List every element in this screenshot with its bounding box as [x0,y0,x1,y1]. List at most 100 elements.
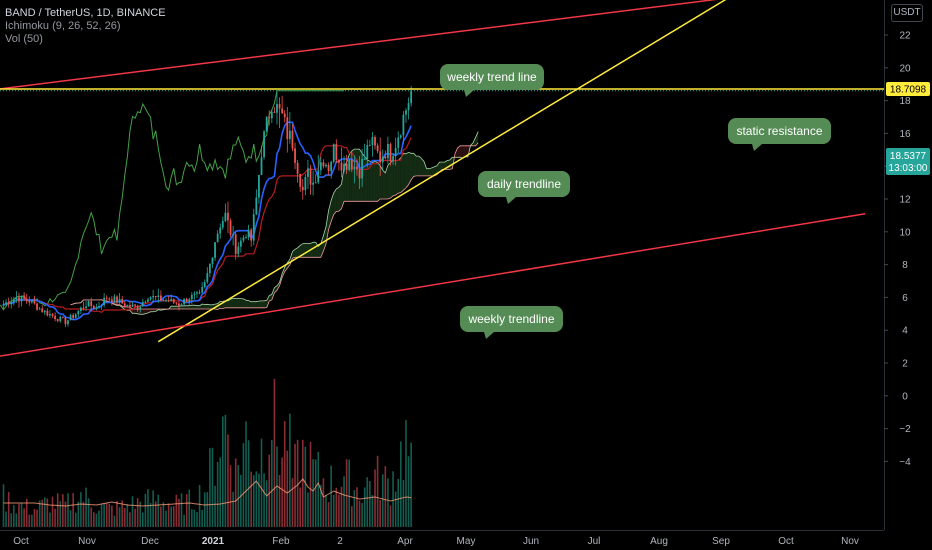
candle-body [28,300,31,303]
currency-badge[interactable]: USDT [891,4,923,22]
candle-body [379,151,382,163]
candle-body [190,294,193,300]
annotations: weekly trend line static resistance daily … [440,64,831,339]
candle-body [7,302,10,305]
cloud-segment [375,161,378,202]
candle-body [157,295,160,298]
cloud-segment [243,298,247,308]
candle-body [64,317,67,325]
x-tick-label: Oct [13,536,29,547]
cloud-segment [258,300,262,308]
volume-bar [15,513,18,527]
annotation-weekly-trend-line[interactable]: weekly trend line [440,64,544,97]
volume-bar [191,509,193,527]
candle-body [399,135,402,138]
volume-bar [343,476,345,527]
candle-body [348,159,351,170]
y-tick-label: 0 [902,391,908,402]
annotation-daily-trendline[interactable]: daily trendline [478,171,570,204]
candle-body [268,116,271,119]
volume-bar [379,499,381,527]
symbol-title[interactable]: BAND / TetherUS, 1D, BINANCE [5,7,166,19]
volume-bar [400,441,402,527]
candle-body [214,242,216,258]
cloud-segment [292,249,296,259]
cloud-segment [225,300,228,308]
volume-bar [291,478,294,527]
senkou-span-a [70,131,479,315]
candle-body [288,130,291,140]
annotation-static-resistance[interactable]: static resistance [728,118,831,151]
volume-bar [41,499,43,527]
cloud-segment [207,304,210,309]
cloud-segment [246,300,249,308]
cloud-segment [382,170,386,199]
volume-bar [162,502,165,527]
volume-bar [64,501,67,527]
volume-bar [384,466,387,527]
candle-body [154,295,157,298]
volume-bar [103,503,105,527]
candle-body [36,303,38,310]
time-axis: Oct Nov Dec 2021 Feb 2 Apr May Jun Jul Aug Sep Oct No… [0,530,932,550]
candle-body [340,162,343,171]
volume-bar [203,492,206,527]
annotation-weekly-trendline[interactable]: weekly trendline [460,306,563,339]
x-tick-label: Nov [78,536,96,547]
volume-bar [25,498,28,527]
cloud-segment [424,161,427,176]
candle-body [224,212,227,222]
volume-bar [105,502,108,527]
candle-body [221,221,224,228]
candle-body [98,306,100,308]
cloud-segment [405,152,409,188]
volume-bar [363,487,366,527]
volume-bar [335,487,338,527]
candle-body [358,169,361,179]
volume-bar [93,512,95,527]
candle-body [51,314,54,316]
volume-bar [183,514,185,527]
cloud-segment [173,306,177,309]
candle-body [136,305,139,310]
volume-bar [227,434,229,527]
volume-bar [351,506,353,527]
candle-body [56,319,59,322]
volume-bar [139,501,142,527]
candle-body [211,257,214,265]
candle-body [381,156,384,163]
time-axis-bg [0,530,932,550]
candle-body [312,182,314,185]
annotation-bubble [478,171,570,197]
candle-body [304,176,307,191]
volume-bar [405,420,407,527]
candle-body [149,297,152,300]
volume-bar [18,503,20,527]
cloud-segment [295,247,298,258]
candle-body [255,197,258,215]
candle-body [5,302,7,305]
ichimoku-legend[interactable]: Ichimoku (9, 26, 52, 26) [5,20,121,32]
cloud-segment [135,308,138,314]
cloud-segment [385,165,388,199]
volume-bar [325,494,327,527]
volume-bar [327,502,330,527]
candle-body [196,292,198,294]
volume-bar [36,509,38,527]
volume-bar [278,475,281,527]
x-tick-label: Oct [778,536,794,547]
y-tick-label: −2 [899,424,911,435]
y-tick-label: 12 [899,195,911,206]
volume-bar [82,501,85,527]
y-tick-label: 22 [899,31,911,42]
candle-body [82,307,85,309]
volume-bar [180,493,183,527]
volume-bar [87,498,90,527]
candle-body [25,298,28,301]
volume-bar [175,494,178,527]
volume-legend[interactable]: Vol (50) [5,33,43,45]
cloud-segment [429,167,432,176]
candle-body [141,301,144,307]
cloud-segment [416,156,419,176]
